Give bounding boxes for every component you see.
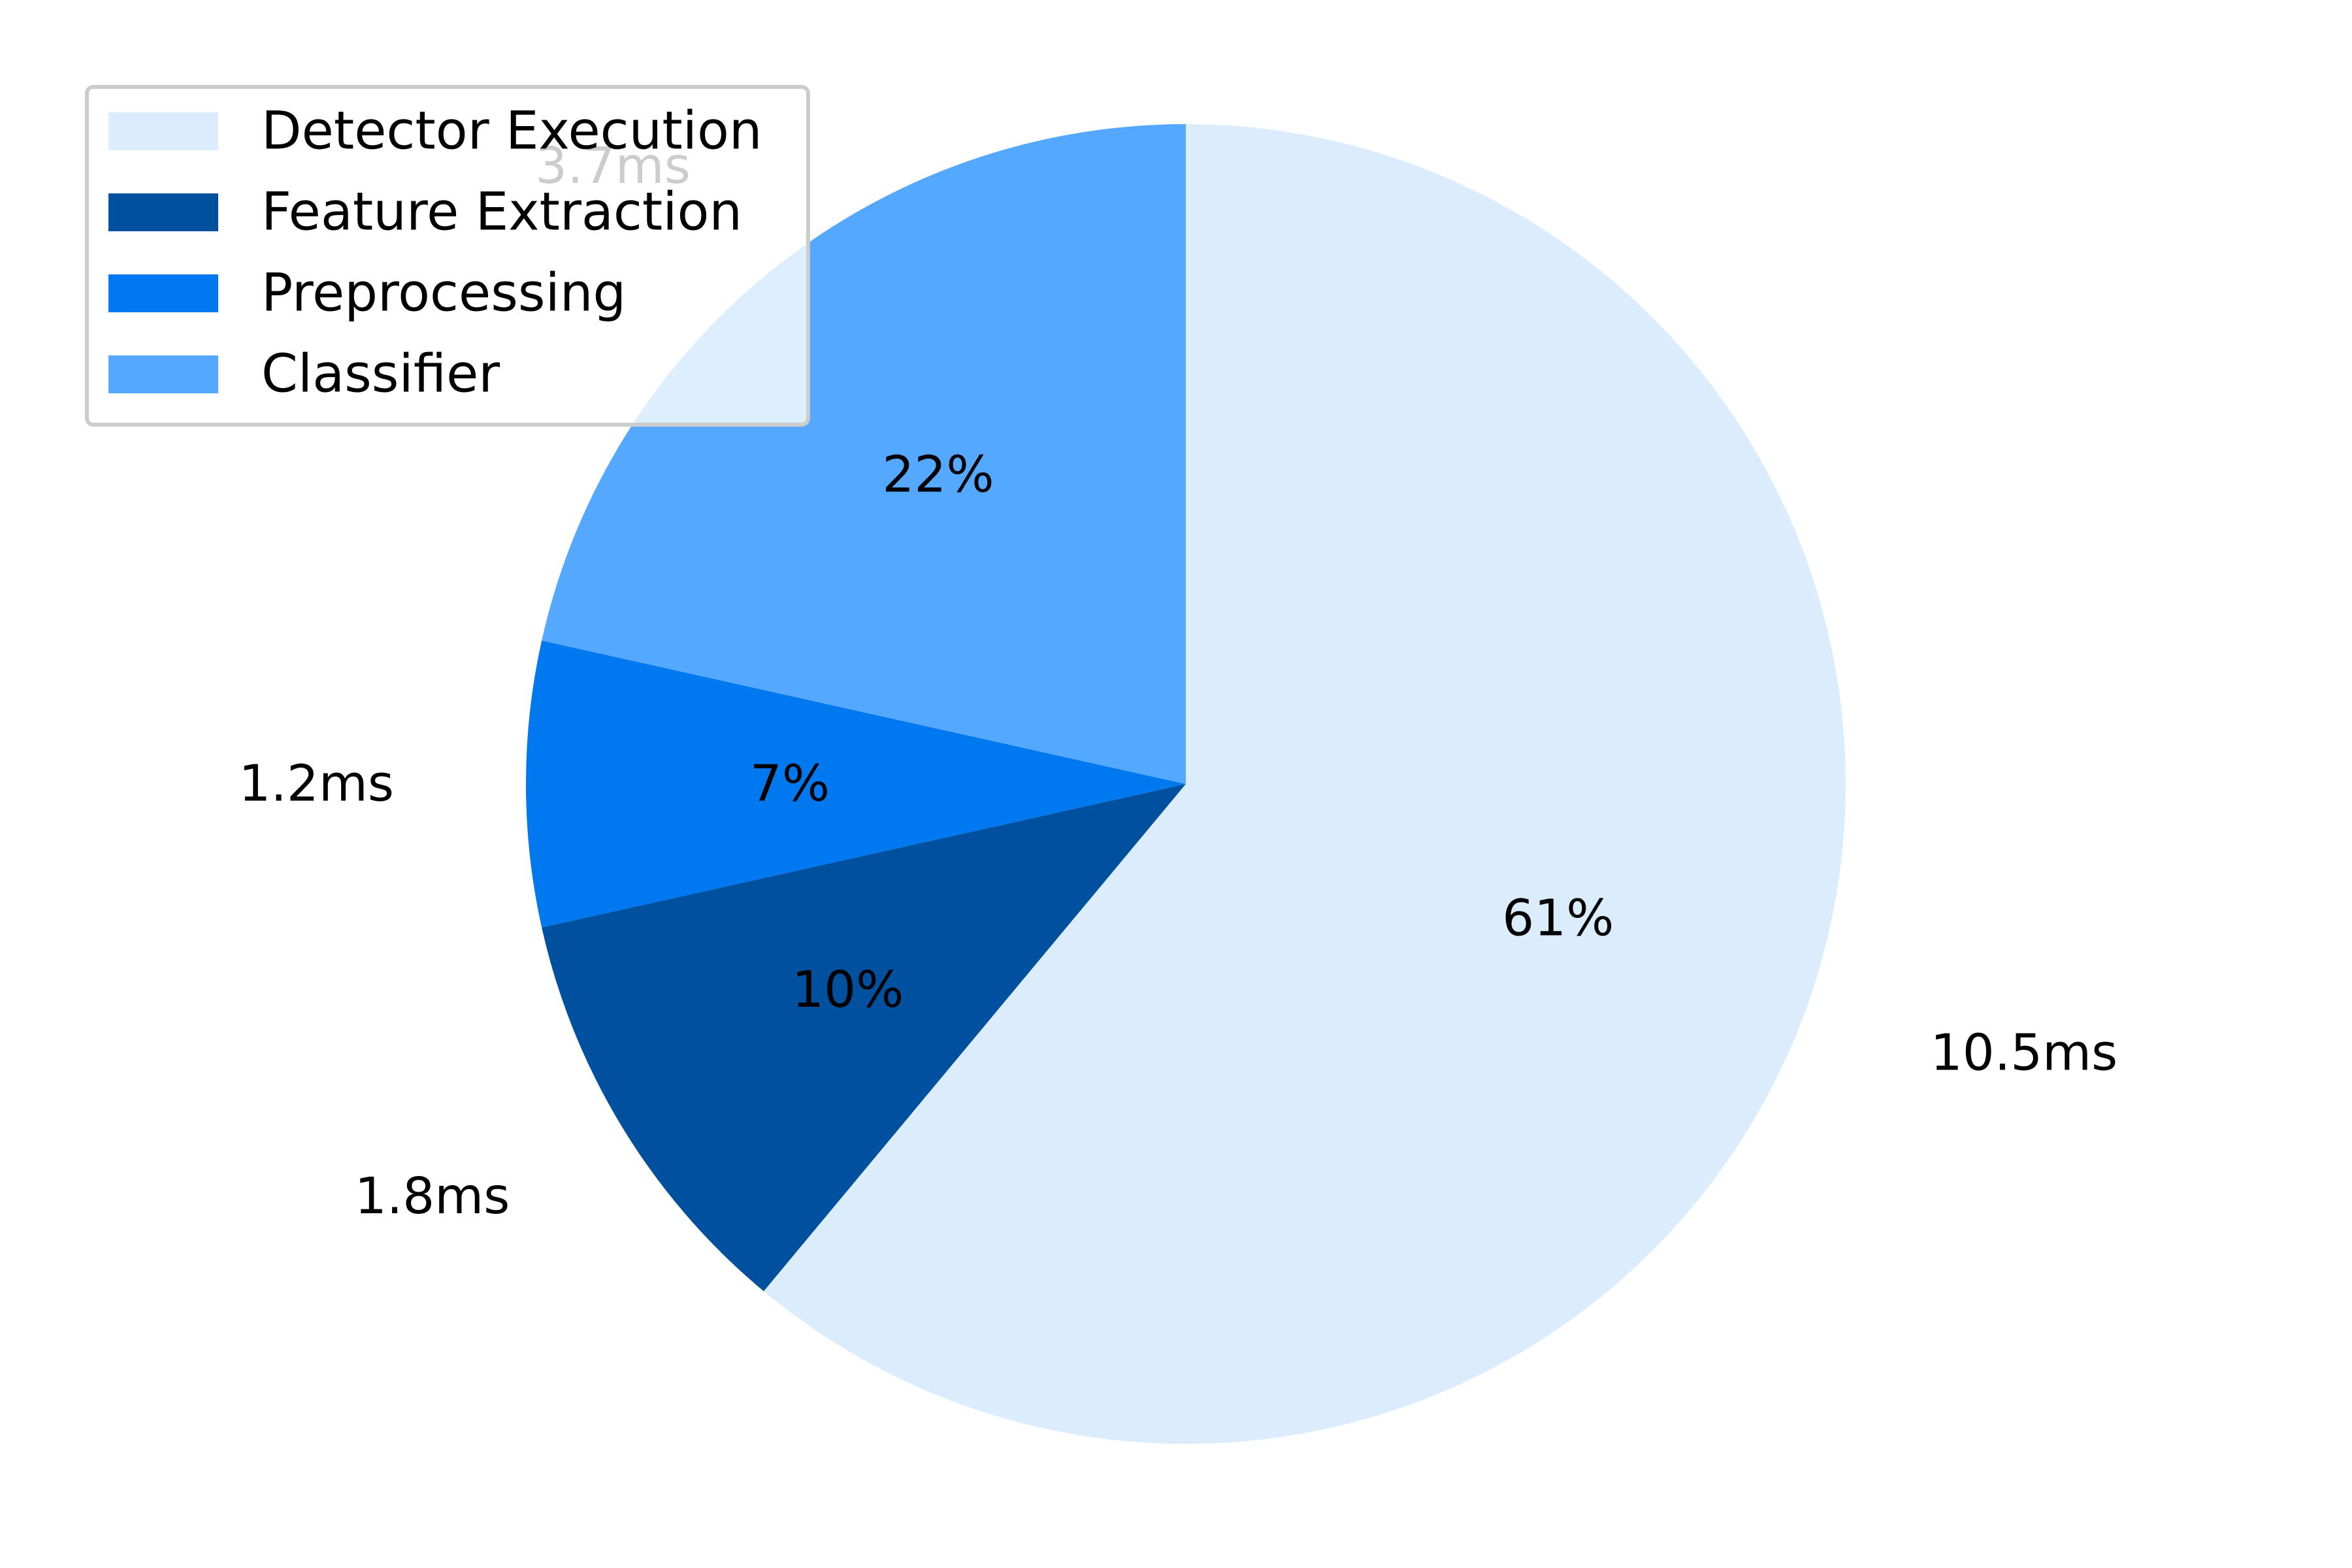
legend-entries: Detector Execution Feature Extraction Prep… [108, 101, 762, 404]
legend-swatch-preprocessing [108, 274, 218, 312]
percent-label-detector-execution: 61% [1502, 890, 1614, 948]
legend-swatch-detector-execution [108, 112, 218, 150]
value-label-preprocessing: 1.2ms [238, 755, 394, 813]
legend-label-feature-extraction: Feature Extraction [261, 182, 742, 242]
pie-slices [526, 124, 1846, 1445]
pie-slice-feature-extraction [542, 784, 1186, 1292]
pie-slice-detector-execution [763, 124, 1846, 1445]
legend: Detector Execution Feature Extraction Prep… [85, 85, 810, 427]
pie-slice-preprocessing [526, 640, 1186, 928]
percent-label-classifier: 22% [882, 446, 994, 504]
percent-label-feature-extraction: 10% [792, 961, 904, 1019]
value-label-detector-execution: 10.5ms [1931, 1024, 2118, 1083]
legend-label-classifier: Classifier [261, 344, 500, 404]
legend-swatch-feature-extraction [108, 193, 218, 231]
value-label-feature-extraction: 1.8ms [355, 1168, 510, 1226]
percent-label-preprocessing: 7% [750, 755, 830, 813]
legend-label-detector-execution: Detector Execution [261, 101, 762, 161]
pie-slice-classifier [542, 124, 1186, 784]
legend-label-preprocessing: Preprocessing [261, 263, 626, 323]
legend-swatch-classifier [108, 355, 218, 393]
legend-frame [85, 85, 810, 427]
percent-labels: 61% 10% 7% 22% [750, 446, 1614, 1019]
